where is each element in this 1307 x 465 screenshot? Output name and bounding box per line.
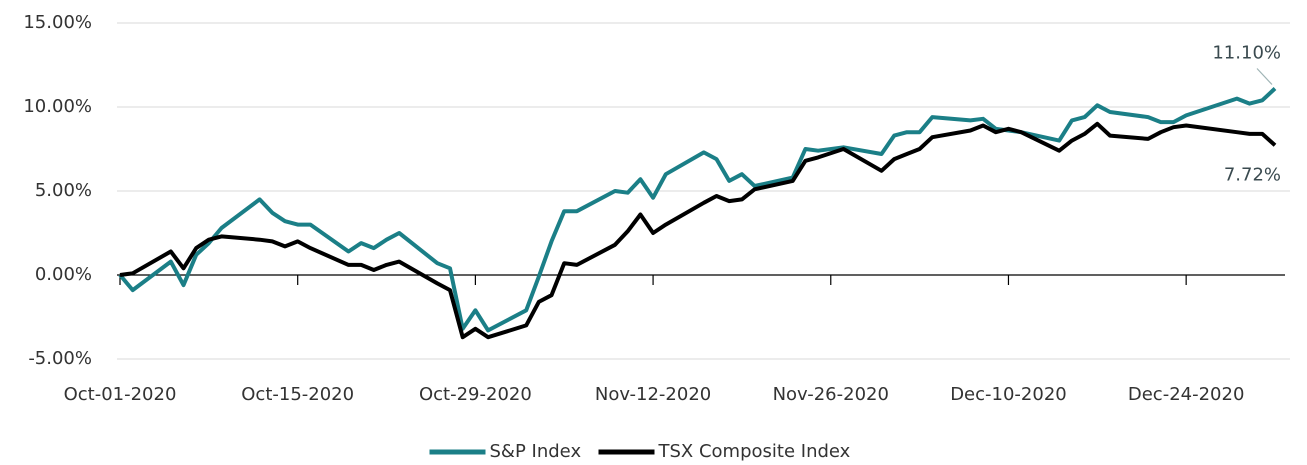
x-tick-label: Oct-01-2020	[64, 384, 177, 405]
x-tick-label: Oct-15-2020	[241, 384, 354, 405]
value-label: 7.72%	[1224, 164, 1281, 185]
y-tick-label: 15.00%	[23, 12, 92, 33]
x-tick-label: Nov-26-2020	[773, 384, 889, 405]
x-tick-label: Oct-29-2020	[419, 384, 532, 405]
y-tick-label: 10.00%	[23, 96, 92, 117]
series-line	[118, 87, 1277, 333]
value-label: 11.10%	[1212, 43, 1281, 64]
x-tick-label: Nov-12-2020	[595, 384, 711, 405]
series-line	[119, 121, 1277, 340]
leader-line	[1256, 68, 1273, 85]
x-tick-label: Dec-24-2020	[1128, 384, 1245, 405]
legend-label: S&P Index	[490, 441, 582, 462]
y-tick-label: 5.00%	[35, 180, 92, 201]
y-tick-label: 0.00%	[35, 264, 92, 285]
y-tick-label: -5.00%	[28, 348, 92, 369]
x-tick-label: Dec-10-2020	[950, 384, 1067, 405]
legend-label: TSX Composite Index	[658, 441, 851, 462]
